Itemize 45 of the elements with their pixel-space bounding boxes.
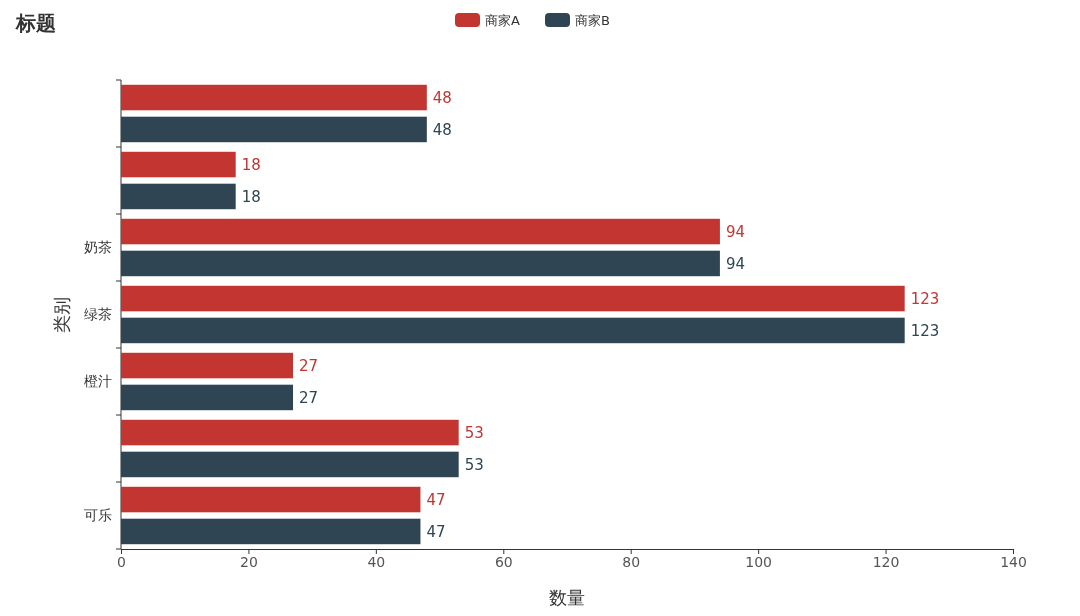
bar xyxy=(121,84,427,111)
data-label: 123 xyxy=(910,289,940,308)
data-label: 94 xyxy=(725,222,746,241)
data-label: 47 xyxy=(426,522,446,541)
x-tick-label: 120 xyxy=(872,553,900,570)
x-tick-label: 100 xyxy=(745,553,773,570)
bar xyxy=(121,250,720,277)
legend-label: 商家A xyxy=(485,12,520,28)
x-tick-label: 60 xyxy=(494,553,513,570)
data-label: 53 xyxy=(464,455,484,474)
y-tick-label: 橙汁 xyxy=(84,373,112,390)
data-label: 48 xyxy=(432,88,452,107)
bar xyxy=(121,419,459,446)
data-label: 48 xyxy=(432,120,452,139)
bar xyxy=(121,451,459,478)
bar xyxy=(121,486,421,513)
legend-label: 商家B xyxy=(575,12,610,28)
data-label: 123 xyxy=(910,321,940,340)
x-tick-label: 0 xyxy=(117,553,126,570)
chart-title: 标题 xyxy=(15,11,56,35)
x-tick-label: 140 xyxy=(1000,553,1027,570)
bar xyxy=(121,317,905,344)
bar xyxy=(121,151,236,178)
bar xyxy=(121,384,294,411)
x-tick-label: 40 xyxy=(367,553,386,570)
data-label: 47 xyxy=(426,490,446,509)
y-tick-label: 奶茶 xyxy=(84,239,112,256)
y-axis-title: 类别 xyxy=(51,296,72,333)
data-label: 27 xyxy=(299,388,319,407)
bar xyxy=(121,116,427,143)
bar xyxy=(121,218,720,245)
data-label: 94 xyxy=(725,254,746,273)
x-axis-title: 数量 xyxy=(549,587,585,608)
data-label: 18 xyxy=(241,187,261,206)
y-tick-label: 可乐 xyxy=(84,507,112,524)
bar xyxy=(121,285,905,312)
bar xyxy=(121,352,294,379)
x-tick-label: 80 xyxy=(622,553,641,570)
data-label: 27 xyxy=(299,356,319,375)
data-label: 53 xyxy=(464,423,484,442)
bar xyxy=(121,183,236,210)
y-tick-label: 绿茶 xyxy=(84,306,112,323)
x-tick-label: 20 xyxy=(240,553,258,570)
data-label: 18 xyxy=(241,155,261,174)
bar xyxy=(121,518,421,545)
